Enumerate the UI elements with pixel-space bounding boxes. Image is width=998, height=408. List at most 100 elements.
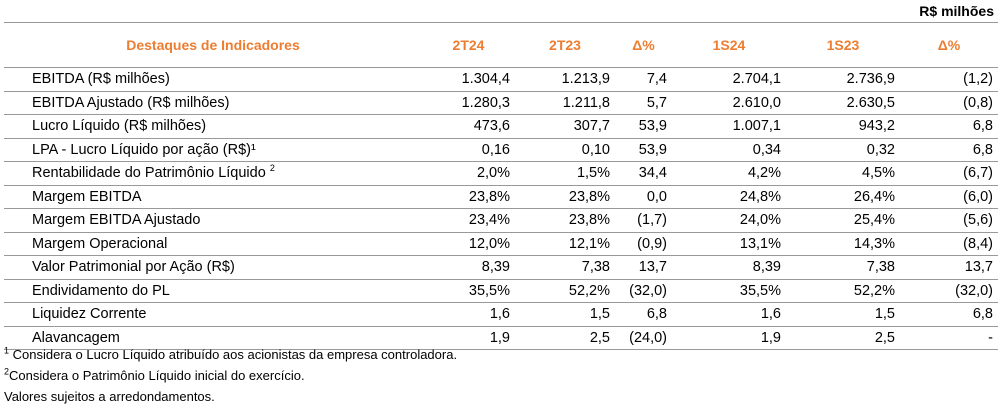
table-row: Valor Patrimonial por Ação (R$) 8,39 7,38 1… bbox=[4, 255, 998, 280]
row-value: 1,5 bbox=[786, 302, 900, 327]
header-2t24: 2T24 bbox=[422, 22, 515, 68]
footnotes: 1 Considera o Lucro Líquido atribuído ao… bbox=[4, 344, 457, 407]
row-value: (6,7) bbox=[900, 161, 998, 186]
header-row: Destaques de Indicadores 2T24 2T23 Δ% 1S… bbox=[4, 22, 998, 68]
row-value: 23,8% bbox=[422, 185, 515, 209]
row-value: 7,38 bbox=[786, 255, 900, 280]
row-value: 0,32 bbox=[786, 138, 900, 162]
row-value: 14,3% bbox=[786, 232, 900, 256]
header-delta-semester: Δ% bbox=[900, 22, 998, 68]
row-label: Alavancagem bbox=[4, 326, 422, 350]
row-value: 2,5 bbox=[515, 326, 615, 350]
row-value: 24,8% bbox=[672, 185, 786, 209]
row-value: 2.704,1 bbox=[672, 67, 786, 92]
row-label: Endividamento do PL bbox=[4, 279, 422, 303]
row-value: 473,6 bbox=[422, 114, 515, 139]
row-label: Liquidez Corrente bbox=[4, 302, 422, 327]
row-value: 1,6 bbox=[672, 302, 786, 327]
table-row: Alavancagem 1,9 2,5 (24,0) 1,9 2,5- bbox=[4, 326, 998, 350]
row-value: 2,0% bbox=[422, 161, 515, 186]
row-value: 35,5% bbox=[672, 279, 786, 303]
footnote-1: 1 Considera o Lucro Líquido atribuído ao… bbox=[4, 345, 458, 362]
row-value: 2.736,9 bbox=[786, 67, 900, 92]
row-value: 8,39 bbox=[672, 255, 786, 280]
row-value: 0,0 bbox=[615, 185, 672, 209]
row-value: 52,2% bbox=[515, 279, 615, 303]
row-value: 1,9 bbox=[422, 326, 515, 350]
row-value: 1.211,8 bbox=[515, 91, 615, 115]
row-value: 4,5% bbox=[786, 161, 900, 186]
row-value: 2,5 bbox=[786, 326, 900, 350]
row-label: Valor Patrimonial por Ação (R$) bbox=[4, 255, 422, 280]
row-value: 1.213,9 bbox=[515, 67, 615, 92]
row-value: 1,9 bbox=[672, 326, 786, 350]
row-label: EBITDA (R$ milhões) bbox=[4, 67, 422, 92]
row-value: 12,0% bbox=[422, 232, 515, 256]
row-value: 943,2 bbox=[786, 114, 900, 139]
row-value: 1.280,3 bbox=[422, 91, 515, 115]
row-value: 23,4% bbox=[422, 208, 515, 233]
row-value: 6,8 bbox=[900, 114, 998, 139]
row-value: (1,7) bbox=[615, 208, 672, 233]
row-value: 13,1% bbox=[672, 232, 786, 256]
row-value: (24,0) bbox=[615, 326, 672, 350]
row-value: 1.304,4 bbox=[422, 67, 515, 92]
row-value: 5,7 bbox=[615, 91, 672, 115]
row-value: 0,34 bbox=[672, 138, 786, 162]
row-value: 24,0% bbox=[672, 208, 786, 233]
row-label: Margem EBITDA Ajustado bbox=[4, 208, 422, 233]
header-2t23: 2T23 bbox=[515, 22, 615, 68]
row-value: 53,9 bbox=[615, 138, 672, 162]
row-value: 53,9 bbox=[615, 114, 672, 139]
row-value: 7,38 bbox=[515, 255, 615, 280]
header-1s24: 1S24 bbox=[672, 22, 786, 68]
indicators-table: Destaques de Indicadores 2T24 2T23 Δ% 1S… bbox=[4, 22, 998, 350]
row-value: 1.007,1 bbox=[672, 114, 786, 139]
row-value: (1,2) bbox=[900, 67, 998, 92]
row-value: 0,10 bbox=[515, 138, 615, 162]
row-value: 1,5 bbox=[515, 302, 615, 327]
row-value: 13,7 bbox=[900, 255, 998, 280]
unit-label: R$ milhões bbox=[919, 3, 994, 19]
row-value: 1,5% bbox=[515, 161, 615, 186]
footnote-2: 2Considera o Patrimônio Líquido inicial … bbox=[4, 366, 305, 383]
row-value: 52,2% bbox=[786, 279, 900, 303]
row-value: 8,39 bbox=[422, 255, 515, 280]
row-label: Lucro Líquido (R$ milhões) bbox=[4, 114, 422, 139]
row-value: (0,9) bbox=[615, 232, 672, 256]
table-row: Margem EBITDA Ajustado 23,4% 23,8% (1,7) 24,… bbox=[4, 208, 998, 233]
table-row: LPA - Lucro Líquido por ação (R$)¹ 0,16 0,… bbox=[4, 138, 998, 162]
row-value: 6,8 bbox=[900, 138, 998, 162]
row-value: 4,2% bbox=[672, 161, 786, 186]
table-row: Margem EBITDA 23,8% 23,8% 0,0 24,8% 26,4% (6,0… bbox=[4, 185, 998, 209]
row-value: (5,6) bbox=[900, 208, 998, 233]
table-row: Rentabilidade do Patrimônio Líquido 2 2,0… bbox=[4, 161, 998, 186]
row-value: 2.610,0 bbox=[672, 91, 786, 115]
row-value: 12,1% bbox=[515, 232, 615, 256]
row-value: 25,4% bbox=[786, 208, 900, 233]
row-value: 23,8% bbox=[515, 208, 615, 233]
row-label: Margem Operacional bbox=[4, 232, 422, 256]
row-value: 6,8 bbox=[900, 302, 998, 327]
row-value: (0,8) bbox=[900, 91, 998, 115]
row-value: 34,4 bbox=[615, 161, 672, 186]
header-1s23: 1S23 bbox=[786, 22, 900, 68]
row-value: (32,0) bbox=[900, 279, 998, 303]
table-row: Margem Operacional 12,0% 12,1% (0,9) 13,1% 14… bbox=[4, 232, 998, 256]
row-label: Margem EBITDA bbox=[4, 185, 422, 209]
row-value: 23,8% bbox=[515, 185, 615, 209]
row-value: 2.630,5 bbox=[786, 91, 900, 115]
row-label: EBITDA Ajustado (R$ milhões) bbox=[4, 91, 422, 115]
header-indicator: Destaques de Indicadores bbox=[4, 22, 422, 68]
row-value: 7,4 bbox=[615, 67, 672, 92]
row-value: (8,4) bbox=[900, 232, 998, 256]
row-value: 307,7 bbox=[515, 114, 615, 139]
table-row: EBITDA (R$ milhões) 1.304,4 1.213,9 7,4 2.70… bbox=[4, 67, 998, 92]
table-row: Endividamento do PL 35,5% 52,2% (32,0) 35,5%… bbox=[4, 279, 998, 303]
row-value: 1,6 bbox=[422, 302, 515, 327]
table-row: EBITDA Ajustado (R$ milhões) 1.280,3 1.211… bbox=[4, 91, 998, 115]
row-value: 6,8 bbox=[615, 302, 672, 327]
row-value: - bbox=[900, 326, 998, 350]
footnote-3: Valores sujeitos a arredondamentos. bbox=[4, 389, 215, 404]
row-value: 13,7 bbox=[615, 255, 672, 280]
